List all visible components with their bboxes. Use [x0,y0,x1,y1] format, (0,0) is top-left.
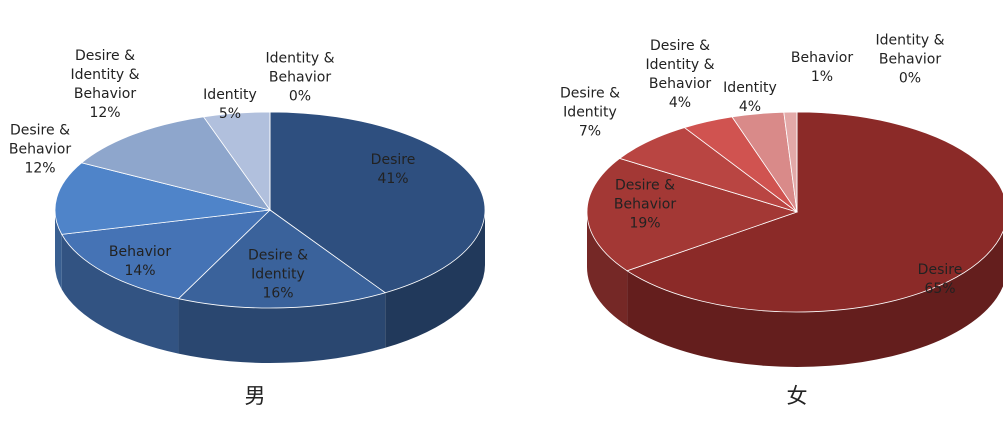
data-label: Identity 5% [180,86,280,124]
value-label: 1% [810,69,834,85]
category-label: Identity [203,87,257,103]
slice-side [587,212,628,326]
slice-side [61,234,179,354]
slice [586,157,799,272]
category-label: Desire & Behavior [8,122,72,158]
data-label: Desire & Behavior 12% [0,122,90,179]
category-label: Desire & Identity & Behavior [645,38,715,92]
value-label: 0% [288,88,312,105]
chart-title: 男 [244,384,266,408]
slice [626,111,1003,313]
slice-side [55,210,62,290]
value-label: 65% [924,281,956,297]
data-label: Desire & Identity 16% [228,247,328,304]
data-label: Behavior 1% [772,49,872,87]
data-label: Behavior 14% [90,243,190,281]
category-label: Identity [723,80,777,96]
category-label: Behavior [790,50,854,66]
category-label: Desire & Identity & Behavior [70,48,140,102]
data-label: Desire & Behavior 19% [595,177,695,234]
slice [61,209,272,300]
value-label: 12% [24,160,56,177]
category-label: Desire [370,152,416,168]
slice [269,111,486,294]
value-label: 0% [898,70,922,87]
value-label: 19% [629,215,661,232]
data-label: Desire & Identity & Behavior 4% [630,37,730,113]
category-label: Desire & Identity [559,85,620,121]
slice-side [178,292,386,363]
value-label: 4% [738,99,762,115]
slice [54,162,271,235]
value-label: 7% [578,123,602,140]
value-label: 5% [218,106,242,122]
data-label: Identity 4% [700,79,800,117]
category-label: Identity & Behavior [875,32,945,68]
slice [80,116,271,211]
value-label: 41% [377,171,409,187]
data-label: Identity & Behavior 0% [860,32,960,89]
slice-side [627,231,1003,367]
category-label: Desire & Behavior [613,177,677,213]
slice-side [385,210,485,348]
data-label: Desire 65% [890,261,990,299]
category-label: Behavior [108,244,172,260]
value-label: 4% [668,95,692,111]
value-label: 14% [124,263,156,279]
category-label: Identity & Behavior [265,50,335,86]
slice [177,209,387,309]
data-label: Desire & Identity & Behavior 12% [55,47,155,123]
value-label: 16% [262,285,294,302]
category-label: Desire & Identity [247,247,308,283]
data-label: Desire 41% [343,151,443,189]
value-label: 12% [89,105,121,121]
chart-title: 女 [786,384,808,408]
data-label: Desire & Identity 7% [540,85,640,142]
category-label: Desire [917,262,963,278]
data-label: Identity & Behavior 0% [250,50,350,107]
